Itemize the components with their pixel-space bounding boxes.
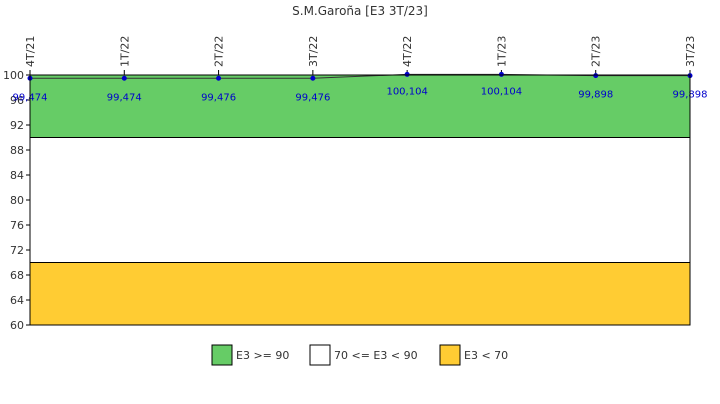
data-label: 100,104 <box>481 86 522 97</box>
y-tick-label: 60 <box>10 319 24 332</box>
data-label: 99,898 <box>578 90 613 101</box>
y-tick-label: 64 <box>10 294 24 307</box>
x-tick-label: 4T/21 <box>24 36 37 67</box>
legend: E3 >= 90 70 <= E3 < 90 E3 < 70 <box>211 344 508 366</box>
legend-swatch <box>439 344 461 366</box>
y-tick-label: 80 <box>10 194 24 207</box>
band-2 <box>29 262 691 326</box>
x-tick-label: 2T/23 <box>590 36 603 67</box>
chart-title: S.M.Garoña [E3 3T/23] <box>292 4 428 18</box>
x-tick-label: 1T/22 <box>118 36 131 67</box>
threshold-bands <box>29 74 691 326</box>
x-tick-label: 3T/23 <box>684 36 697 67</box>
x-axis: 4T/21 1T/22 2T/22 3T/22 4T/22 1T/23 2T/23 3T/23 <box>24 36 697 75</box>
data-label: 99,476 <box>201 92 236 103</box>
y-axis: 60 64 68 72 76 80 84 88 92 96 100 <box>3 69 30 332</box>
data-point <box>404 71 410 77</box>
band-0 <box>29 74 691 138</box>
y-tick-label: 92 <box>10 119 24 132</box>
legend-label: 70 <= E3 < 90 <box>334 349 418 362</box>
y-tick-label: 96 <box>10 94 24 107</box>
band-1 <box>29 137 691 263</box>
x-tick-label: 4T/22 <box>401 36 414 67</box>
y-tick-label: 84 <box>10 169 24 182</box>
data-label: 99,476 <box>295 92 330 103</box>
y-tick-label: 72 <box>10 244 24 257</box>
data-point <box>593 73 599 79</box>
data-point <box>310 75 316 81</box>
plot-frame <box>29 74 691 326</box>
y-tick-label: 76 <box>10 219 24 232</box>
legend-label: E3 >= 90 <box>236 349 289 362</box>
x-tick-label: 3T/22 <box>307 36 320 67</box>
data-point <box>121 75 127 81</box>
y-tick-label: 100 <box>3 69 24 82</box>
x-tick-label: 1T/23 <box>495 36 508 67</box>
legend-swatch <box>309 344 331 366</box>
data-label: 100,104 <box>386 86 427 97</box>
legend-swatch <box>211 344 233 366</box>
data-point <box>216 75 222 81</box>
data-label: 99,474 <box>107 92 142 103</box>
y-tick-label: 68 <box>10 269 24 282</box>
y-tick-label: 88 <box>10 144 24 157</box>
data-point <box>498 71 504 77</box>
legend-label: E3 < 70 <box>464 349 508 362</box>
x-tick-label: 2T/22 <box>213 36 226 67</box>
